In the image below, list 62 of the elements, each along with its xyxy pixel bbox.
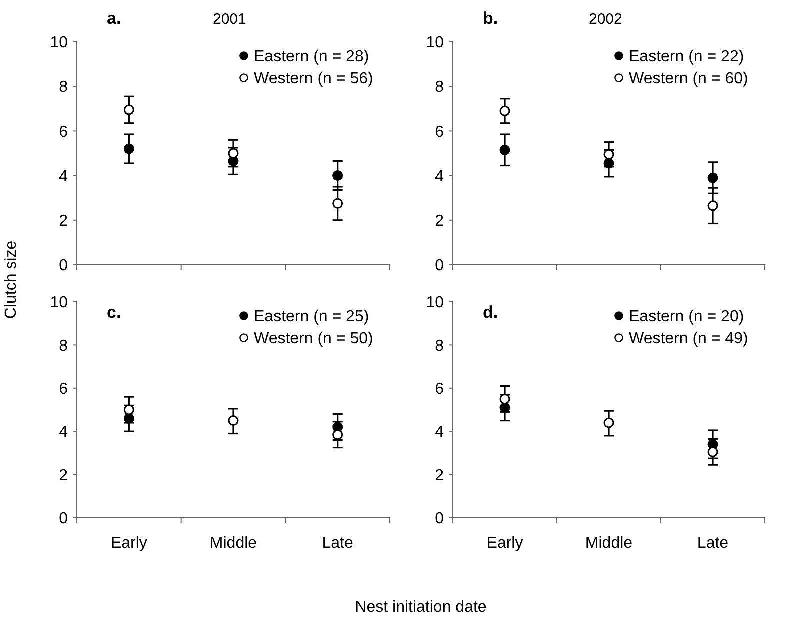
legend-label: Western (n = 50) bbox=[254, 330, 374, 348]
y-tick-label: 0 bbox=[435, 258, 444, 275]
y-tick-label: 10 bbox=[426, 34, 444, 52]
legend-label: Western (n = 49) bbox=[629, 330, 748, 348]
y-tick-label: 4 bbox=[59, 168, 68, 186]
y-tick-label: 6 bbox=[59, 124, 68, 141]
y-tick-label: 6 bbox=[59, 381, 68, 398]
y-tick-label: 10 bbox=[50, 294, 68, 312]
y-tick-label: 4 bbox=[59, 424, 68, 442]
y-tick-label: 8 bbox=[59, 338, 68, 355]
legend-label: Eastern (n = 20) bbox=[629, 308, 744, 326]
legend-label: Western (n = 56) bbox=[254, 70, 374, 88]
x-axis-title: Nest initiation date bbox=[355, 599, 487, 616]
x-tick-label: Early bbox=[110, 535, 148, 552]
y-tick-label: 4 bbox=[435, 424, 444, 442]
chart-title: a. bbox=[107, 9, 122, 28]
chart-subtitle: 2002 bbox=[589, 11, 622, 28]
y-tick-label: 0 bbox=[435, 510, 444, 528]
point bbox=[604, 149, 614, 160]
point bbox=[124, 404, 134, 416]
y-tick-label: 2 bbox=[435, 213, 444, 230]
y-tick-label: 10 bbox=[426, 294, 444, 312]
legend-label: Western (n = 60) bbox=[629, 70, 748, 88]
y-tick-label: 6 bbox=[435, 124, 444, 141]
y-tick-label: 8 bbox=[59, 79, 68, 96]
point bbox=[708, 172, 718, 184]
legend-label: Eastern (n = 28) bbox=[254, 48, 370, 66]
x-tick-label: Late bbox=[697, 535, 729, 552]
point bbox=[604, 418, 614, 428]
point bbox=[332, 198, 344, 209]
point bbox=[708, 200, 718, 212]
point bbox=[228, 148, 239, 159]
legend-label: Eastern (n = 25) bbox=[254, 308, 370, 326]
point bbox=[228, 416, 239, 426]
point bbox=[332, 430, 344, 440]
point bbox=[500, 394, 510, 404]
y-tick-label: 0 bbox=[59, 258, 68, 275]
y-tick-label: 10 bbox=[50, 34, 68, 52]
y-tick-label: 2 bbox=[59, 213, 68, 230]
chart-subtitle: 2001 bbox=[213, 11, 246, 28]
y-tick-label: 2 bbox=[435, 467, 444, 484]
chart-title: b. bbox=[483, 9, 498, 28]
chart-title: c. bbox=[107, 303, 122, 322]
chart-title: d. bbox=[483, 303, 498, 322]
y-tick-label: 8 bbox=[435, 79, 444, 96]
point bbox=[124, 144, 134, 154]
y-tick-label: 6 bbox=[435, 381, 444, 398]
y-tick-label: 2 bbox=[59, 467, 68, 484]
y-tick-label: 4 bbox=[435, 168, 444, 186]
y-axis-title: Clutch size bbox=[3, 240, 20, 320]
point bbox=[708, 446, 718, 458]
point bbox=[500, 144, 510, 156]
x-tick-label: Late bbox=[322, 535, 354, 552]
legend-label: Eastern (n = 22) bbox=[629, 48, 744, 66]
x-tick-label: Early bbox=[486, 535, 524, 552]
y-tick-label: 8 bbox=[435, 338, 444, 355]
point bbox=[332, 170, 344, 182]
x-tick-label: Middle bbox=[585, 535, 633, 552]
point bbox=[500, 106, 510, 116]
y-tick-label: 0 bbox=[59, 510, 68, 528]
x-tick-label: Middle bbox=[210, 535, 258, 552]
point bbox=[124, 104, 134, 116]
